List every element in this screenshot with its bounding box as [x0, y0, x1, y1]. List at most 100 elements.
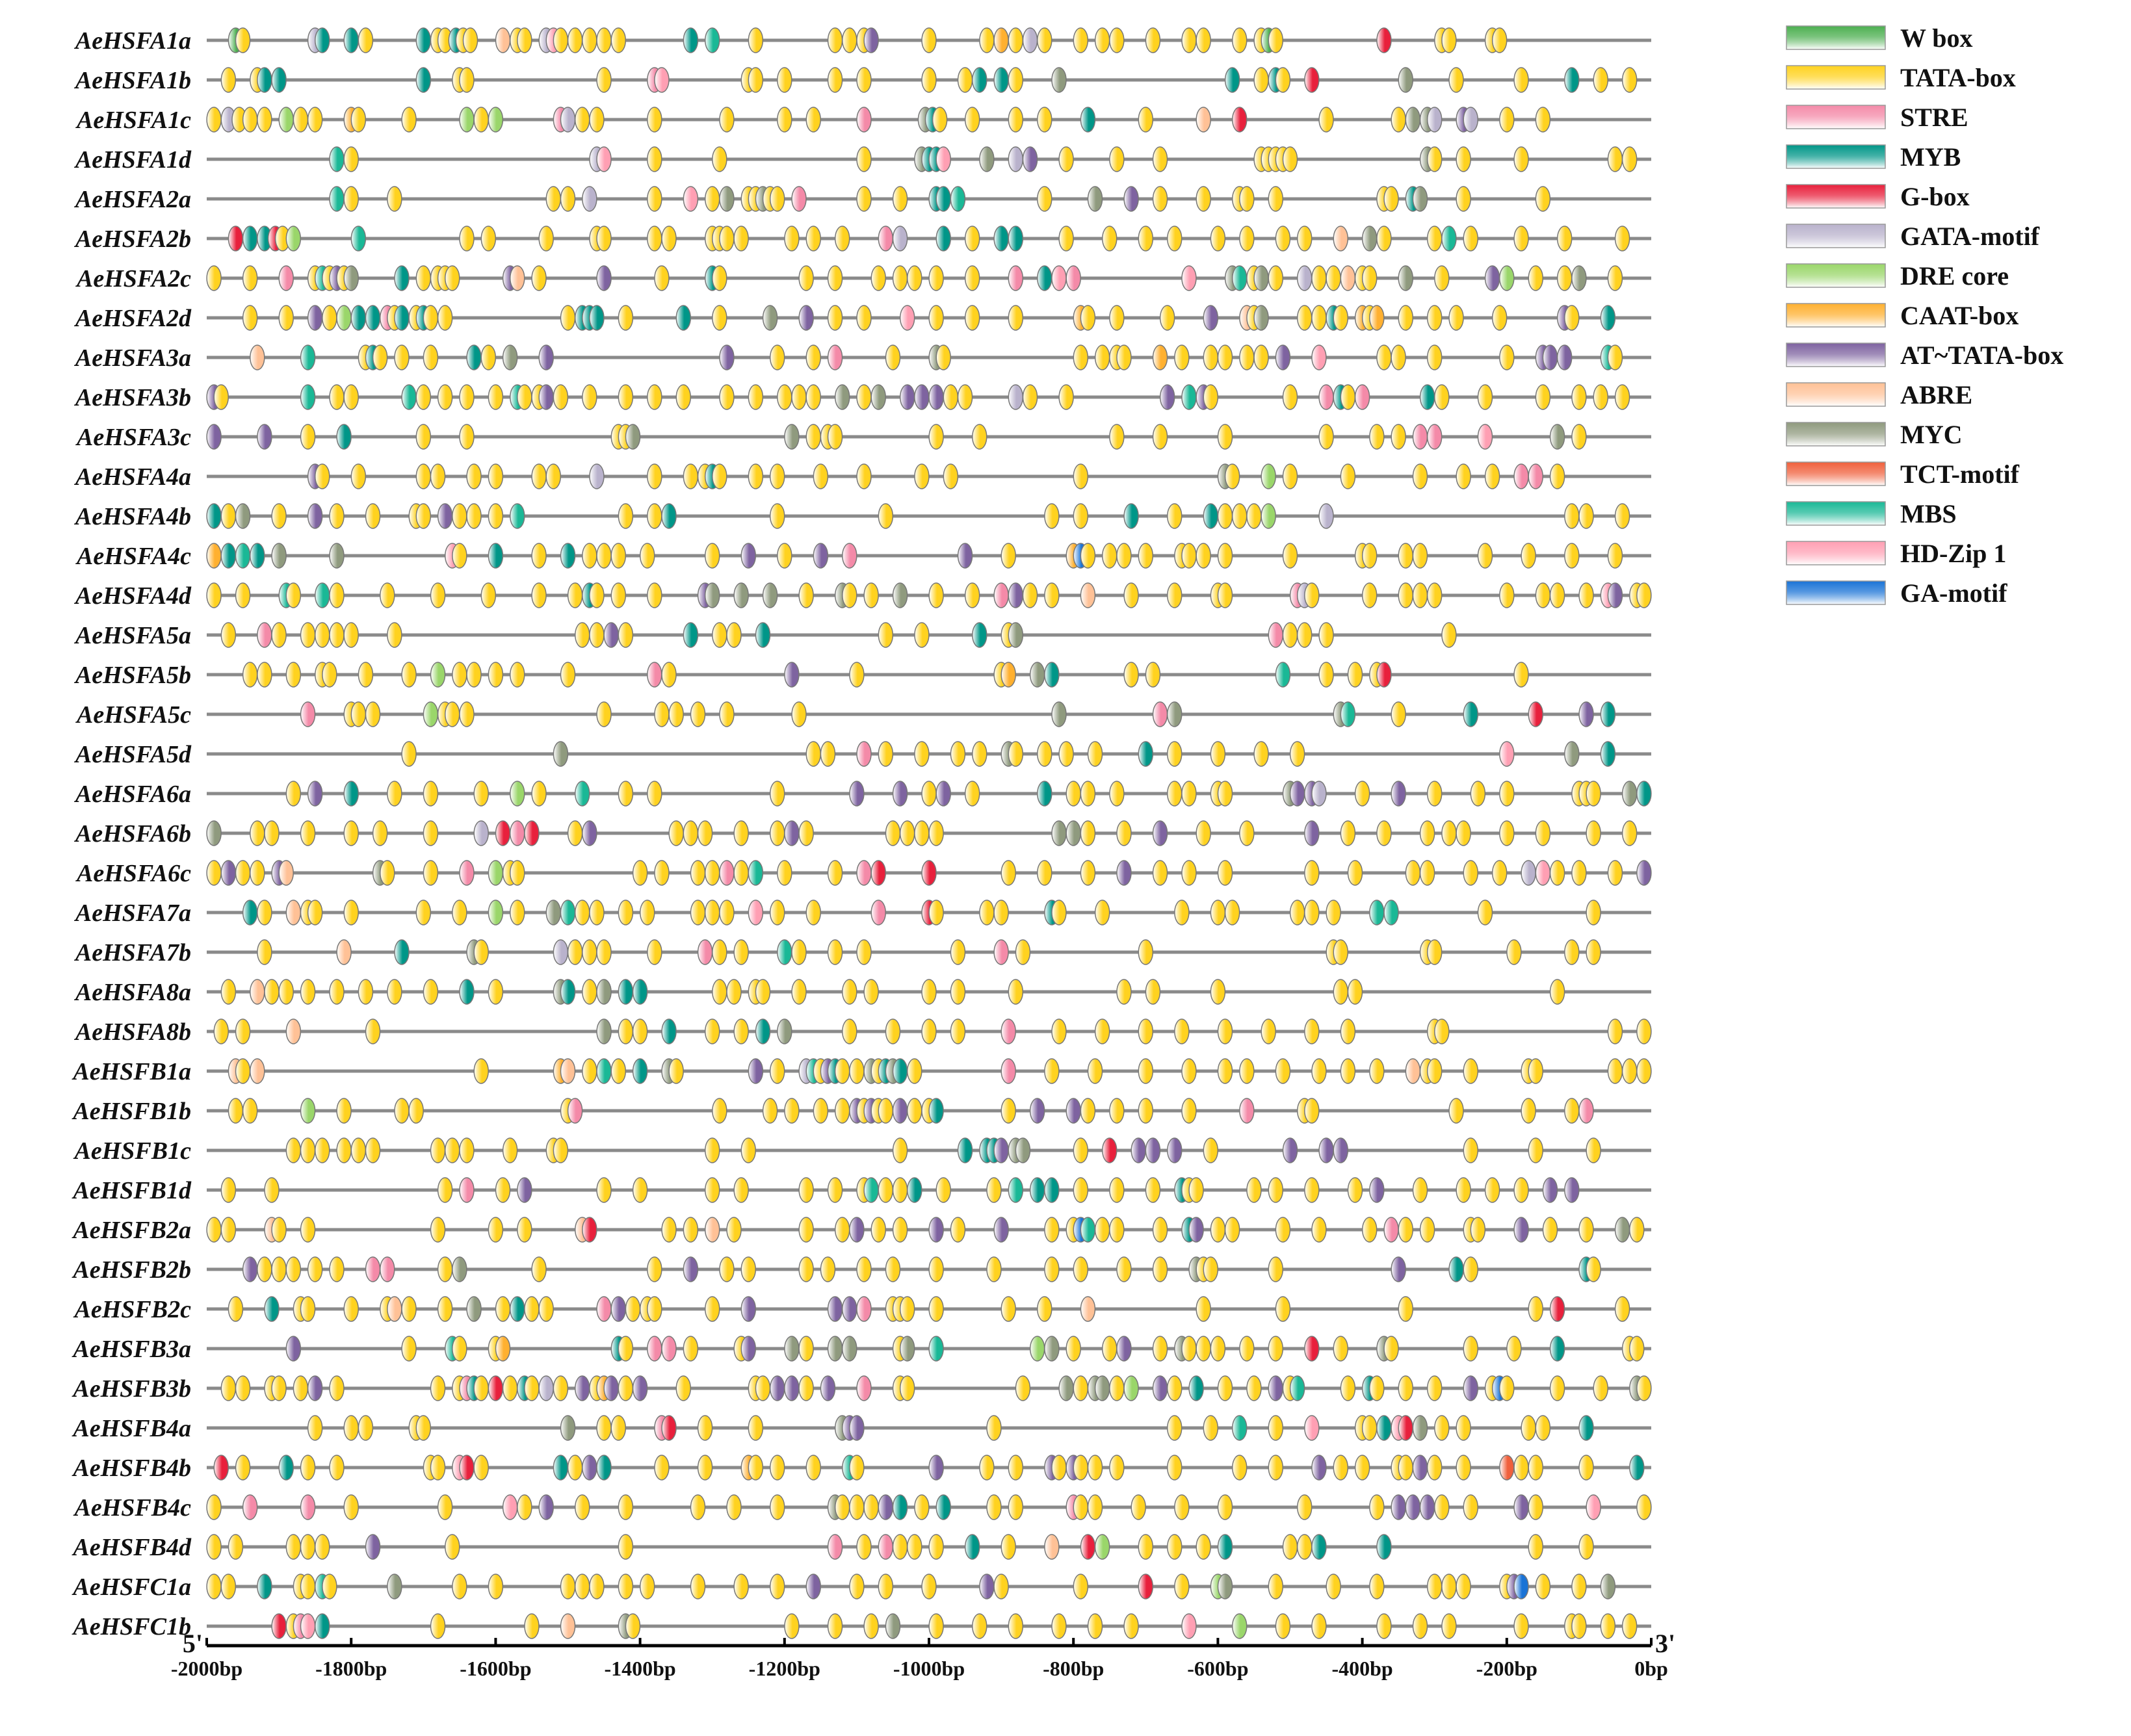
element-gata-motif	[589, 463, 605, 489]
element-tata-box	[1268, 1177, 1284, 1203]
element-tata-box	[1044, 503, 1060, 529]
element-myb	[892, 1494, 908, 1520]
element-tata-box	[712, 939, 727, 965]
element-tata-box	[488, 662, 504, 688]
element-at-tata-box	[784, 820, 800, 846]
element-tata-box	[1051, 900, 1067, 926]
element-myb	[271, 67, 287, 93]
element-tata-box	[914, 463, 930, 489]
element-tata-box	[964, 107, 980, 133]
element-stre	[459, 860, 475, 886]
element-at-tata-box	[307, 1375, 323, 1401]
element-tata-box	[315, 1534, 330, 1560]
element-tata-box	[914, 622, 930, 648]
element-tata-box	[885, 820, 901, 846]
element-tata-box	[1109, 27, 1125, 53]
legend-swatch	[1786, 541, 1886, 565]
element-tata-box	[733, 1574, 749, 1600]
element-tata-box	[1210, 1336, 1226, 1362]
element-tata-box	[639, 543, 655, 569]
element-tata-box	[235, 1375, 251, 1401]
element-tata-box	[1289, 741, 1305, 767]
element-tata-box	[1080, 860, 1096, 886]
element-stre	[647, 662, 662, 688]
element-tata-box	[358, 1415, 374, 1441]
legend-item-myb: MYB	[1786, 142, 1961, 172]
element-tata-box	[502, 1137, 518, 1163]
element-tata-box	[769, 1574, 785, 1600]
element-tata-box	[1145, 27, 1161, 53]
element-tata-box	[1008, 1494, 1024, 1520]
element-tata-box	[618, 622, 634, 648]
element-tata-box	[704, 1018, 720, 1044]
element-tata-box	[1296, 1534, 1313, 1560]
element-tata-box	[1304, 582, 1320, 608]
element-myb	[993, 67, 1009, 93]
element-tata-box	[1073, 1137, 1089, 1163]
legend-label: HD-Zip 1	[1900, 539, 2006, 568]
element-myc	[777, 1018, 792, 1044]
element-stre	[278, 265, 294, 291]
element-myc	[452, 1256, 467, 1282]
element-tata-box	[1116, 979, 1132, 1005]
element-tata-box	[1340, 384, 1356, 410]
element-tata-box	[430, 582, 446, 608]
element-stre	[1000, 1018, 1016, 1044]
element-tata-box	[704, 1177, 720, 1203]
element-at-tata-box	[813, 543, 829, 569]
gene-rows: AeHSFA1a AeHSFA1b AeHSFA1c AeHSFA1d AeHSFA2a…	[72, 27, 1652, 1640]
element-tata-box	[401, 741, 417, 767]
element-tata-box	[452, 503, 467, 529]
element-tata-box	[567, 1455, 583, 1481]
element-tata-box	[1037, 741, 1052, 767]
element-tata-box	[1412, 543, 1428, 569]
element-at-tata-box	[935, 781, 951, 807]
gene-label: AeHSFA3c	[75, 424, 191, 451]
element-tata-box	[899, 1375, 915, 1401]
element-tata-box	[1008, 107, 1024, 133]
element-tata-box	[430, 1137, 446, 1163]
gene-label: AeHSFA4a	[74, 463, 191, 491]
element-tata-box	[849, 662, 865, 688]
element-tata-box	[415, 900, 432, 926]
element-tata-box	[343, 1296, 359, 1322]
element-at-tata-box	[1145, 1137, 1161, 1163]
element-tata-box	[1318, 622, 1334, 648]
element-tata-box	[1426, 781, 1443, 807]
element-tata-box	[437, 1256, 453, 1282]
five-prime-label: 5'	[183, 1629, 203, 1658]
element-tata-box	[769, 781, 785, 807]
element-tata-box	[1311, 1613, 1327, 1639]
element-tata-box	[690, 701, 706, 727]
element-tata-box	[878, 503, 894, 529]
element-myc	[560, 1415, 576, 1441]
element-at-tata-box	[827, 1296, 843, 1322]
element-tata-box	[415, 463, 432, 489]
gene-label: AeHSFA4d	[74, 582, 192, 610]
element-tata-box	[1571, 1613, 1587, 1639]
element-tata-box	[285, 1137, 302, 1163]
element-tata-box	[675, 1375, 692, 1401]
element-tata-box	[856, 186, 872, 212]
element-tata-box	[415, 265, 432, 291]
element-mbs	[928, 1336, 944, 1362]
element-tata-box	[856, 305, 872, 331]
element-tata-box	[1188, 1177, 1204, 1203]
element-tata-box	[315, 1137, 330, 1163]
element-tata-box	[1535, 384, 1551, 410]
element-tata-box	[1181, 1098, 1197, 1124]
element-tata-box	[704, 860, 720, 886]
element-tata-box	[1296, 1494, 1313, 1520]
element-tata-box	[466, 463, 482, 489]
element-tata-box	[343, 820, 359, 846]
element-at-tata-box	[1116, 1336, 1132, 1362]
gene-label: AeHSFA5b	[74, 662, 191, 689]
element-tata-box	[350, 107, 367, 133]
element-tata-box	[1138, 226, 1154, 252]
element-myc	[1029, 662, 1045, 688]
element-tata-box	[423, 860, 439, 886]
element-tata-box	[444, 1534, 460, 1560]
element-tata-box	[683, 1336, 699, 1362]
element-hd-zip-1	[899, 305, 915, 331]
